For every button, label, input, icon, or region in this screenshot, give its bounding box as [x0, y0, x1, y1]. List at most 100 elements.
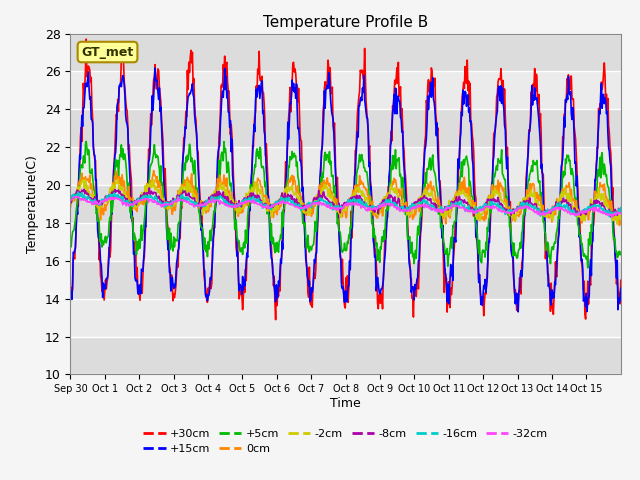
+5cm [281, 190, 289, 196]
-2cm [403, 212, 411, 218]
-2cm [67, 204, 74, 210]
Legend: +30cm, +15cm, +5cm, 0cm, -2cm, -8cm, -16cm, -32cm: +30cm, +15cm, +5cm, 0cm, -2cm, -8cm, -16… [139, 424, 552, 459]
Bar [70, 109, 621, 147]
-2cm [613, 221, 621, 227]
Y-axis label: Temperature(C): Temperature(C) [26, 155, 39, 253]
+15cm [617, 286, 625, 291]
-2cm [617, 213, 625, 219]
0cm [617, 214, 625, 220]
0cm [616, 223, 623, 228]
-8cm [434, 206, 442, 212]
-16cm [617, 205, 625, 211]
-8cm [233, 201, 241, 207]
-2cm [434, 207, 442, 213]
+15cm [67, 292, 74, 298]
+30cm [67, 292, 74, 298]
-32cm [609, 214, 616, 220]
+30cm [83, 36, 90, 42]
Line: -32cm: -32cm [70, 196, 621, 217]
-8cm [260, 201, 268, 207]
+5cm [132, 236, 140, 242]
+15cm [233, 253, 241, 259]
-2cm [132, 203, 140, 209]
-8cm [281, 191, 289, 196]
+5cm [584, 265, 591, 271]
Title: Temperature Profile B: Temperature Profile B [263, 15, 428, 30]
+5cm [434, 190, 442, 196]
-32cm [281, 201, 289, 206]
+15cm [515, 309, 522, 315]
Line: -2cm: -2cm [70, 179, 621, 224]
-16cm [260, 202, 268, 207]
Bar [70, 299, 621, 336]
+15cm [131, 275, 139, 281]
+5cm [403, 215, 411, 221]
-8cm [131, 198, 139, 204]
-2cm [233, 208, 241, 214]
0cm [434, 194, 442, 200]
-16cm [67, 196, 74, 202]
-32cm [403, 208, 411, 214]
-16cm [403, 204, 411, 210]
0cm [403, 209, 411, 215]
Bar [70, 72, 621, 109]
+30cm [132, 249, 140, 254]
+30cm [435, 146, 442, 152]
Line: +15cm: +15cm [70, 68, 621, 312]
-32cm [617, 211, 625, 216]
Bar [70, 261, 621, 299]
-8cm [617, 207, 625, 213]
+5cm [233, 233, 241, 239]
+30cm [272, 317, 280, 323]
Line: +5cm: +5cm [70, 142, 621, 268]
+30cm [404, 221, 412, 227]
+15cm [403, 217, 411, 223]
-32cm [67, 197, 74, 203]
-8cm [403, 208, 411, 214]
0cm [150, 168, 157, 173]
Line: -16cm: -16cm [70, 192, 621, 217]
0cm [131, 200, 139, 206]
+30cm [260, 100, 268, 106]
Text: GT_met: GT_met [81, 46, 134, 59]
Line: -8cm: -8cm [70, 188, 621, 217]
0cm [67, 205, 74, 211]
+5cm [83, 139, 90, 144]
-16cm [233, 202, 241, 208]
Bar [70, 336, 621, 374]
0cm [260, 193, 268, 199]
Bar [70, 223, 621, 261]
+15cm [434, 149, 442, 155]
+5cm [260, 170, 268, 176]
-8cm [67, 194, 74, 200]
-32cm [74, 193, 81, 199]
0cm [233, 209, 241, 215]
+5cm [67, 237, 74, 243]
-16cm [434, 205, 442, 211]
Line: +30cm: +30cm [70, 39, 621, 320]
0cm [281, 195, 289, 201]
-32cm [434, 209, 442, 215]
+15cm [281, 188, 289, 193]
-32cm [233, 203, 241, 208]
Bar [70, 185, 621, 223]
-2cm [114, 176, 122, 182]
-32cm [260, 204, 268, 209]
-16cm [605, 214, 613, 220]
-32cm [132, 198, 140, 204]
+30cm [282, 159, 289, 165]
+5cm [617, 250, 625, 255]
Line: 0cm: 0cm [70, 170, 621, 226]
+30cm [233, 251, 241, 256]
Bar [70, 34, 621, 72]
+30cm [617, 277, 625, 283]
-16cm [74, 189, 82, 195]
-8cm [607, 214, 614, 220]
-8cm [145, 185, 153, 191]
-2cm [281, 186, 289, 192]
Bar [70, 147, 621, 185]
+15cm [260, 128, 268, 134]
-16cm [132, 201, 140, 206]
+15cm [151, 65, 159, 71]
X-axis label: Time: Time [330, 397, 361, 410]
